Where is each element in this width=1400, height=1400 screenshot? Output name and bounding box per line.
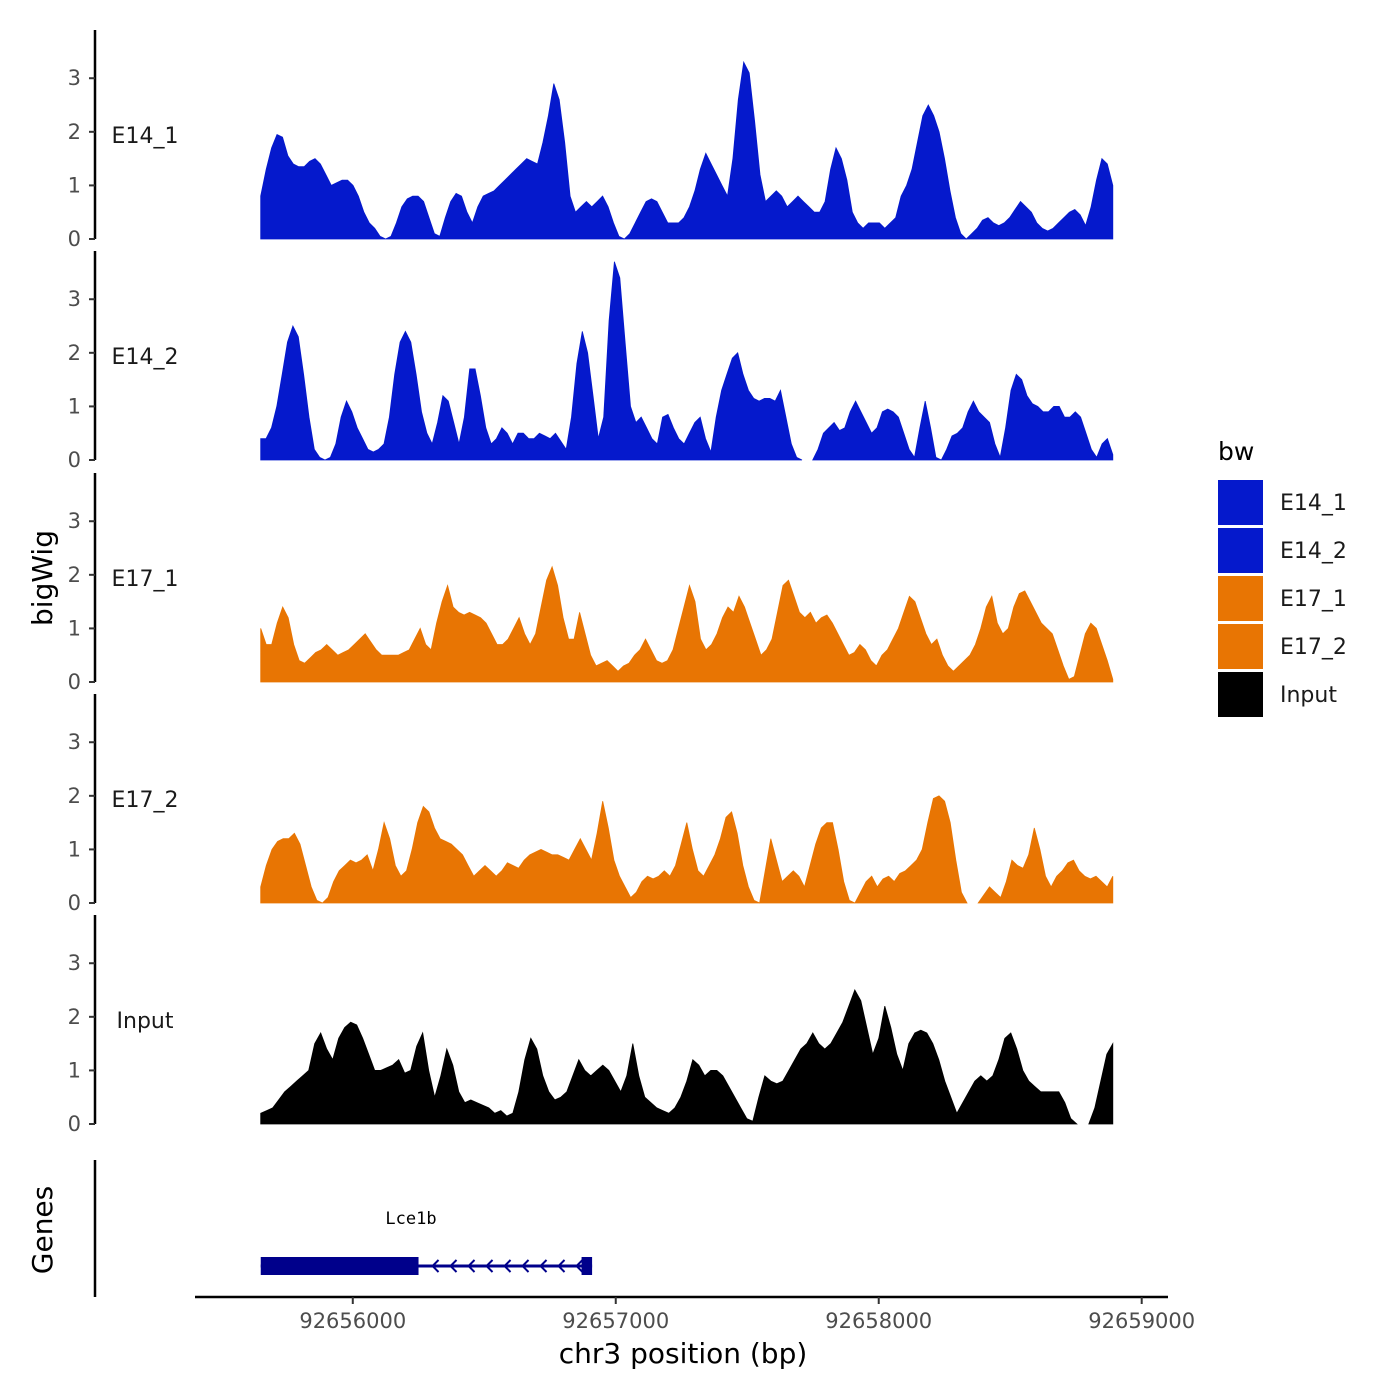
y-axis-title: bigWig <box>26 530 59 626</box>
coverage-area <box>965 157 1114 240</box>
coverage-area <box>759 822 856 904</box>
legend-swatch <box>1218 480 1263 525</box>
gene-name-label: Lce1b <box>385 1209 436 1229</box>
y-tick-label: 2 <box>68 563 81 587</box>
coverage-area <box>260 832 323 904</box>
x-tick-label: 92656000 <box>299 1309 406 1333</box>
strand-arrow <box>485 1259 494 1273</box>
track-label: E17_2 <box>112 788 179 813</box>
track-label: Input <box>117 1009 174 1034</box>
y-tick-label: 1 <box>68 837 81 861</box>
coverage-area <box>623 60 968 240</box>
y-tick-label: 3 <box>68 730 81 754</box>
y-tick-label: 2 <box>68 1005 81 1029</box>
x-tick-label: 92659000 <box>1088 1309 1195 1333</box>
legend-label: E14_1 <box>1280 491 1347 516</box>
coverage-area <box>940 373 1114 461</box>
track-label: E14_2 <box>112 345 179 370</box>
track-panel-e17_2: 0 1 2 3 E17_2 <box>68 694 1114 915</box>
coverage-area <box>321 801 760 904</box>
strand-arrow <box>431 1259 440 1273</box>
legend-label: E14_2 <box>1280 539 1347 564</box>
genes-layer: Lce1b <box>93 1160 593 1297</box>
tracks-layer: 0 1 2 3 E14_1 0 1 2 3 E14_2 0 1 2 3 E17_1 0 1 2 3 E17_2 0 1 2 3… <box>68 30 1114 1136</box>
y-tick-label: 3 <box>68 287 81 311</box>
legend-label: E17_1 <box>1280 587 1347 612</box>
coverage-area <box>260 324 326 461</box>
coverage-area <box>260 565 1114 683</box>
strand-arrow <box>503 1259 512 1273</box>
strand-arrow <box>521 1259 530 1273</box>
legend-title: bw <box>1218 437 1254 466</box>
y-tick-label: 3 <box>68 66 81 90</box>
strand-arrow <box>575 1259 584 1273</box>
x-tick-label: 92657000 <box>562 1309 669 1333</box>
genes-track-title: Genes <box>26 1186 59 1274</box>
gene-exon <box>260 1257 419 1275</box>
legend: bw E14_1 E14_2 E17_1 E17_2 Input <box>1218 437 1347 717</box>
gene-lce1b: Lce1b <box>260 1209 593 1275</box>
x-axis: 92656000 92657000 92658000 92659000 <box>195 1295 1195 1333</box>
y-tick-label: 1 <box>68 616 81 640</box>
coverage-area <box>385 83 625 240</box>
legend-swatch <box>1218 528 1263 573</box>
legend-swatch <box>1218 624 1263 669</box>
legend-label: E17_2 <box>1280 635 1347 660</box>
coverage-area <box>260 989 1078 1125</box>
y-tick-label: 1 <box>68 1058 81 1082</box>
y-tick-label: 1 <box>68 173 81 197</box>
track-label: E14_1 <box>112 124 179 149</box>
y-tick-label: 0 <box>68 891 81 915</box>
track-panel-input: 0 1 2 3 Input <box>68 915 1114 1136</box>
y-tick-label: 0 <box>68 1112 81 1136</box>
x-tick-label: 92658000 <box>825 1309 932 1333</box>
y-tick-label: 3 <box>68 951 81 975</box>
track-label: E17_1 <box>112 567 179 592</box>
y-tick-label: 2 <box>68 341 81 365</box>
track-panel-e17_1: 0 1 2 3 E17_1 <box>68 473 1114 694</box>
legend-label: Input <box>1280 683 1337 708</box>
y-tick-label: 0 <box>68 448 81 472</box>
coverage-area <box>260 133 386 240</box>
track-panel-e14_2: 0 1 2 3 E14_2 <box>68 251 1114 472</box>
y-tick-label: 2 <box>68 784 81 808</box>
strand-arrow <box>539 1259 548 1273</box>
y-tick-label: 0 <box>68 670 81 694</box>
coverage-area <box>977 827 1114 904</box>
strand-arrow <box>467 1259 476 1273</box>
strand-arrow <box>449 1259 458 1273</box>
y-tick-label: 2 <box>68 120 81 144</box>
x-axis-title: chr3 position (bp) <box>559 1337 808 1370</box>
track-panel-e14_1: 0 1 2 3 E14_1 <box>68 30 1114 251</box>
legend-swatch <box>1218 576 1263 621</box>
y-tick-label: 0 <box>68 227 81 251</box>
coverage-area <box>854 795 968 904</box>
legend-swatch <box>1218 672 1263 717</box>
strand-arrow <box>557 1259 566 1273</box>
coverage-area <box>812 400 942 461</box>
coverage-area <box>324 261 803 461</box>
coverage-area <box>1088 1042 1114 1125</box>
gene-exon <box>581 1257 593 1275</box>
y-tick-label: 3 <box>68 509 81 533</box>
y-tick-label: 1 <box>68 394 81 418</box>
